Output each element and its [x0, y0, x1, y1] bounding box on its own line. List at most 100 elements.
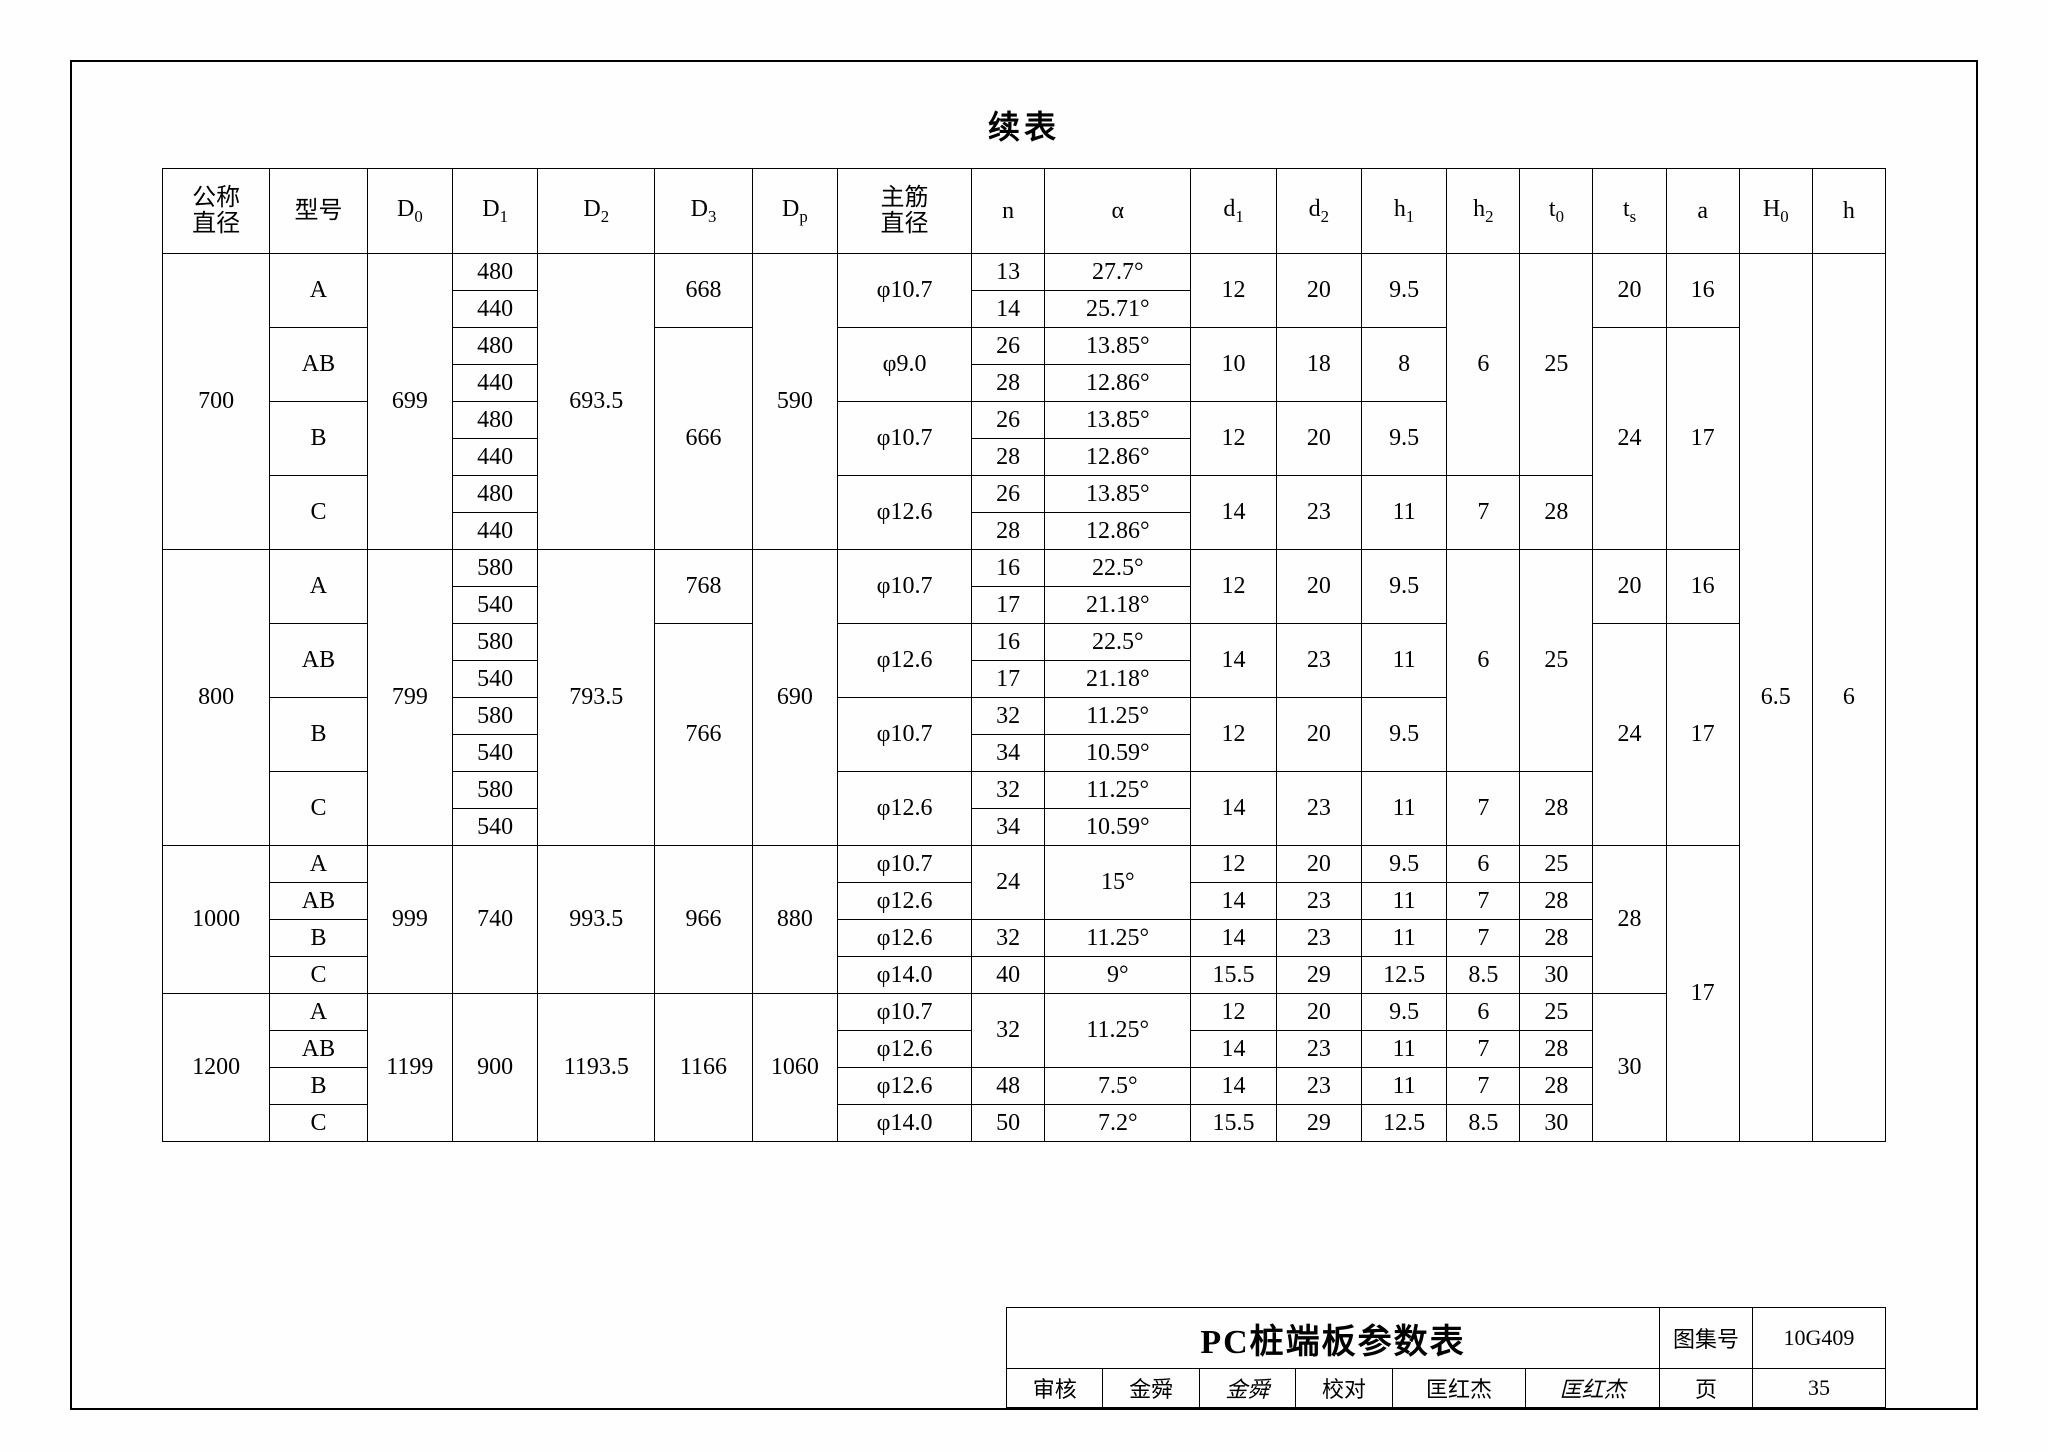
cell: 11 — [1361, 772, 1446, 846]
cell: 1200 — [163, 994, 270, 1142]
cell: 20 — [1593, 254, 1666, 328]
cell: B — [270, 1068, 367, 1105]
cell: 28 — [1520, 1031, 1593, 1068]
cell: 580 — [452, 772, 537, 809]
cell: 28 — [972, 439, 1045, 476]
cell: 900 — [452, 994, 537, 1142]
cell: 440 — [452, 439, 537, 476]
cell: 20 — [1276, 254, 1361, 328]
cell: 1060 — [752, 994, 837, 1142]
cell: 8.5 — [1447, 957, 1520, 994]
cell: 7 — [1447, 1068, 1520, 1105]
cell: 17 — [1666, 328, 1739, 550]
cell: 440 — [452, 513, 537, 550]
cell: 20 — [1593, 550, 1666, 624]
cell: B — [270, 920, 367, 957]
cell: 540 — [452, 735, 537, 772]
cell: 993.5 — [538, 846, 655, 994]
cell: 12.86° — [1045, 439, 1191, 476]
cell: 26 — [972, 328, 1045, 365]
cell: 12.5 — [1361, 1105, 1446, 1142]
cell: 690 — [752, 550, 837, 846]
cell: 50 — [972, 1105, 1045, 1142]
cell: A — [270, 846, 367, 883]
cell: 13.85° — [1045, 476, 1191, 513]
col-header: ts — [1593, 169, 1666, 254]
cell: φ12.6 — [838, 624, 972, 698]
cell: A — [270, 550, 367, 624]
cell: 20 — [1276, 550, 1361, 624]
drawing-set-label: 图集号 — [1660, 1308, 1753, 1369]
col-header: h1 — [1361, 169, 1446, 254]
review-name: 金舜 — [1103, 1369, 1199, 1408]
cell: 6 — [1447, 994, 1520, 1031]
cell: 440 — [452, 291, 537, 328]
cell: 10 — [1191, 328, 1276, 402]
cell: 34 — [972, 809, 1045, 846]
col-header: d1 — [1191, 169, 1276, 254]
cell: 740 — [452, 846, 537, 994]
cell: φ9.0 — [838, 328, 972, 402]
cell: 32 — [972, 920, 1045, 957]
cell: 21.18° — [1045, 661, 1191, 698]
cell: 6.5 — [1739, 254, 1812, 1142]
cell: 880 — [752, 846, 837, 994]
cell: 12 — [1191, 550, 1276, 624]
cell: 32 — [972, 994, 1045, 1068]
cell: 1000 — [163, 846, 270, 994]
cell: φ10.7 — [838, 698, 972, 772]
cell: 25 — [1520, 550, 1593, 772]
cell: 11 — [1361, 624, 1446, 698]
cell: 440 — [452, 365, 537, 402]
cell: 28 — [1520, 476, 1593, 550]
cell: φ10.7 — [838, 846, 972, 883]
cell: 18 — [1276, 328, 1361, 402]
cell: 590 — [752, 254, 837, 550]
cell: 6 — [1447, 254, 1520, 476]
cell: 14 — [1191, 1031, 1276, 1068]
title-block: PC桩端板参数表 图集号 10G409 审核 金舜 金舜 校对 匡红杰 匡红杰 … — [1006, 1307, 1886, 1408]
col-header: Dp — [752, 169, 837, 254]
cell: 7 — [1447, 476, 1520, 550]
cell: 580 — [452, 698, 537, 735]
cell: C — [270, 476, 367, 550]
check-signature: 匡红杰 — [1526, 1369, 1660, 1408]
cell: 12 — [1191, 846, 1276, 883]
cell: 14 — [1191, 624, 1276, 698]
cell: 11.25° — [1045, 920, 1191, 957]
cell: 20 — [1276, 402, 1361, 476]
col-header: D2 — [538, 169, 655, 254]
cell: 800 — [163, 550, 270, 846]
review-label: 审核 — [1007, 1369, 1103, 1408]
cell: 17 — [972, 587, 1045, 624]
cell: 17 — [1666, 624, 1739, 846]
cell: 999 — [367, 846, 452, 994]
cell: 7.2° — [1045, 1105, 1191, 1142]
cell: 14 — [1191, 920, 1276, 957]
cell: 23 — [1276, 624, 1361, 698]
cell: 25 — [1520, 846, 1593, 883]
cell: 6 — [1812, 254, 1885, 1142]
col-header: d2 — [1276, 169, 1361, 254]
cell: 13.85° — [1045, 328, 1191, 365]
cell: 32 — [972, 698, 1045, 735]
cell: 28 — [1520, 1068, 1593, 1105]
drawing-set-no: 10G409 — [1753, 1308, 1886, 1369]
cell: 11 — [1361, 883, 1446, 920]
cell: 16 — [972, 624, 1045, 661]
cell: 14 — [972, 291, 1045, 328]
cell: 23 — [1276, 1031, 1361, 1068]
cell: 16 — [1666, 550, 1739, 624]
cell: φ14.0 — [838, 1105, 972, 1142]
cell: 28 — [1593, 846, 1666, 994]
cell: 699 — [367, 254, 452, 550]
review-signature: 金舜 — [1199, 1369, 1295, 1408]
page-no: 35 — [1753, 1369, 1886, 1408]
cell: 12.86° — [1045, 513, 1191, 550]
cell: 768 — [655, 550, 752, 624]
cell: 8.5 — [1447, 1105, 1520, 1142]
table-title: 续表 — [162, 102, 1886, 148]
cell: AB — [270, 328, 367, 402]
cell: 25 — [1520, 254, 1593, 476]
cell: 22.5° — [1045, 624, 1191, 661]
